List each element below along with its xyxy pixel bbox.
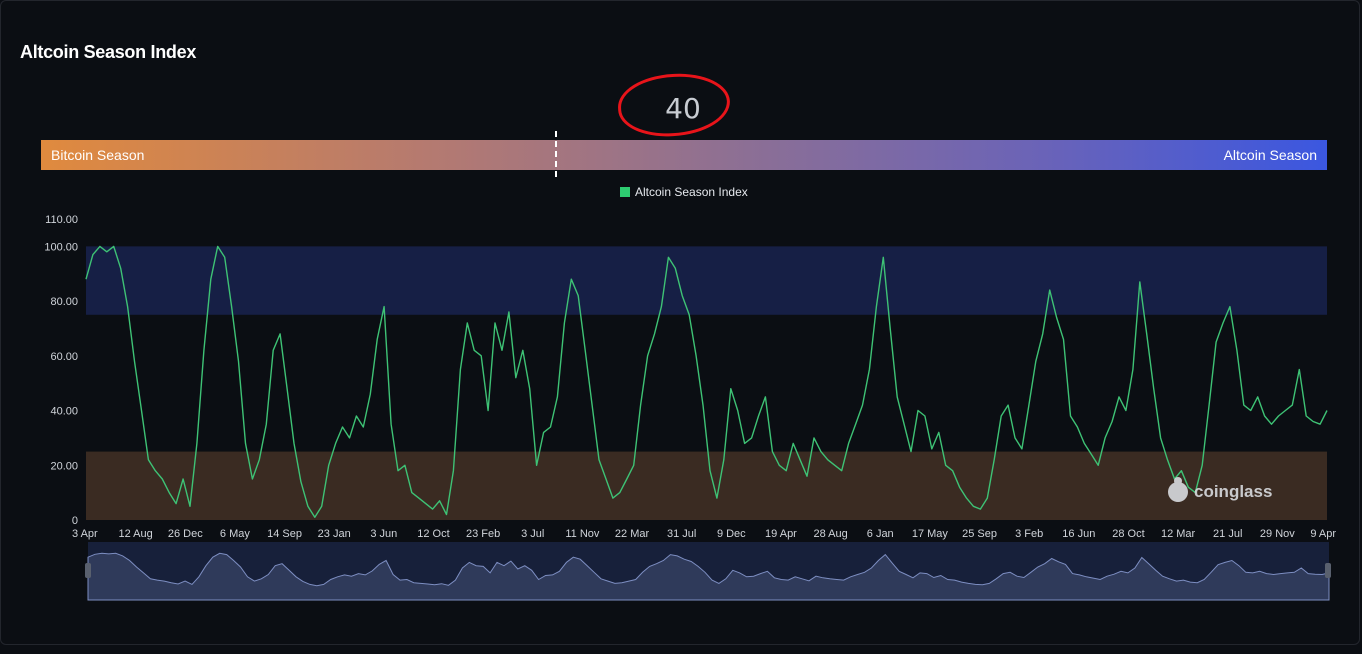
navigator-handle-left[interactable] [85,563,91,578]
bitcoin-season-label: Bitcoin Season [51,147,145,163]
x-tick-label: 14 Sep [267,528,302,540]
y-tick-label: 20.00 [50,460,78,472]
x-tick-label: 3 Jun [370,528,397,540]
legend-swatch [620,187,630,197]
altcoin-season-label: Altcoin Season [1223,147,1317,163]
x-tick-label: 31 Jul [667,528,696,540]
x-tick-label: 3 Jul [521,528,544,540]
x-tick-label: 16 Jun [1062,528,1095,540]
coinglass-watermark: coinglass [1168,477,1273,502]
x-tick-label: 26 Dec [168,528,203,540]
x-tick-label: 3 Feb [1015,528,1043,540]
x-tick-label: 6 May [220,528,250,540]
navigator-handle-right[interactable] [1325,563,1331,578]
y-tick-label: 0 [72,515,78,527]
y-tick-label: 80.00 [50,296,78,308]
x-tick-label: 19 Apr [765,528,797,540]
legend-label: Altcoin Season Index [635,185,748,199]
x-tick-label: 9 Apr [1310,528,1336,540]
x-tick-label: 23 Feb [466,528,500,540]
x-tick-label: 12 Mar [1161,528,1196,540]
coinglass-logo-icon [1168,477,1188,502]
gauge-position-marker [555,131,557,177]
x-tick-label: 6 Jan [867,528,894,540]
x-tick-label: 23 Jan [318,528,351,540]
x-tick-label: 22 Mar [615,528,650,540]
x-tick-label: 25 Sep [962,528,997,540]
x-tick-label: 11 Nov [565,528,600,540]
bitcoin-season-zone [86,451,1327,520]
y-tick-label: 100.00 [44,241,78,253]
y-tick-label: 60.00 [50,351,78,363]
current-index-value: 40 [665,92,701,125]
x-tick-label: 28 Aug [813,528,847,540]
altcoin-season-zone [86,246,1327,315]
x-tick-label: 29 Nov [1260,528,1295,540]
x-tick-label: 28 Oct [1112,528,1144,540]
y-tick-label: 40.00 [50,406,78,418]
x-tick-label: 9 Dec [717,528,746,540]
y-tick-label: 110.00 [45,214,78,226]
x-tick-label: 12 Oct [417,528,449,540]
season-gauge-bar: Bitcoin Season Altcoin Season [41,140,1327,170]
x-tick-label: 12 Aug [119,528,153,540]
x-tick-label: 21 Jul [1213,528,1242,540]
series-line [85,245,1328,518]
x-tick-label: 17 May [912,528,949,540]
chart-legend[interactable]: Altcoin Season Index [620,185,748,199]
navigator-area [87,552,1330,601]
x-tick-label: 3 Apr [72,528,98,540]
page-title: Altcoin Season Index [20,42,197,62]
watermark-text: coinglass [1194,482,1273,501]
